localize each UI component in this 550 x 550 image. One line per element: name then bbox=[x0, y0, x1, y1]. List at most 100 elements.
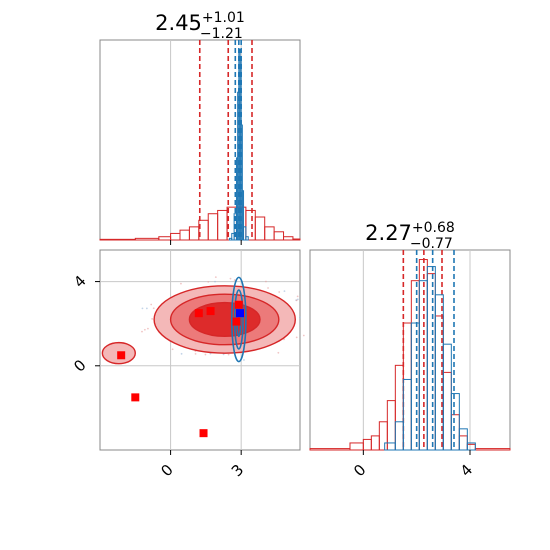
scatter-sample-39 bbox=[222, 353, 225, 356]
scatter-sample-70 bbox=[152, 307, 155, 310]
scatter-sample-55 bbox=[233, 279, 236, 281]
right-hist-series0-bin-12 bbox=[442, 371, 452, 451]
top-hist-series0-bin-15 bbox=[283, 236, 294, 241]
right-hist-series1-bin-8 bbox=[450, 393, 460, 451]
scatter-sample-19 bbox=[267, 287, 269, 289]
top-hist-series0-bin-0 bbox=[99, 238, 136, 241]
scatter-sample-25 bbox=[227, 353, 230, 356]
scatter-sample-87 bbox=[243, 359, 245, 361]
top-hist-series0-bin-8 bbox=[217, 209, 228, 241]
right-hist-title-lower: −0.77 bbox=[410, 236, 453, 252]
scatter-sample-69 bbox=[299, 316, 301, 319]
scatter-xtick-label-0: 0 bbox=[157, 461, 176, 480]
scatter-sample-53 bbox=[204, 353, 207, 356]
scatter-xtick-label-1: 3 bbox=[228, 461, 247, 480]
right-hist-series0-bin-15 bbox=[466, 443, 476, 451]
red-marker-4 bbox=[232, 317, 241, 326]
scatter-sample-81 bbox=[283, 290, 286, 293]
scatter-sample-71 bbox=[180, 282, 182, 285]
scatter-sample-79 bbox=[143, 328, 146, 331]
right-hist-series0-bin-10 bbox=[426, 273, 436, 451]
right-hist-xtick-label-1: 4 bbox=[457, 461, 476, 480]
red-marker-3 bbox=[206, 307, 215, 316]
top-hist-series0-bin-1 bbox=[134, 237, 160, 241]
right-hist-series0-bin-4 bbox=[378, 421, 388, 451]
top-hist-series0-bin-5 bbox=[188, 226, 200, 241]
scatter-sample-37 bbox=[277, 351, 280, 354]
top-hist-series0-bin-3 bbox=[170, 232, 181, 241]
scatter-sample-58 bbox=[147, 327, 149, 330]
top-hist-series0-bin-6 bbox=[198, 219, 209, 241]
right-hist-series0-bin-2 bbox=[362, 438, 372, 451]
right-hist-series1-bin-0 bbox=[384, 442, 396, 451]
top-hist-series0-bin-7 bbox=[207, 213, 219, 241]
right-hist-series0-bin-13 bbox=[450, 414, 460, 451]
top-hist-series0-bin-11 bbox=[245, 209, 256, 241]
scatter-ytick-label-0: 0 bbox=[70, 356, 89, 375]
red-marker-6 bbox=[199, 429, 208, 438]
right-hist-series0-bin-3 bbox=[370, 435, 380, 451]
scatter-sample-43 bbox=[194, 352, 197, 355]
right-hist-series1-bin-1 bbox=[394, 421, 404, 451]
right-hist-series1-bin-5 bbox=[426, 266, 436, 451]
right-hist-series0-bin-16 bbox=[474, 448, 511, 451]
scatter-sample-84 bbox=[141, 307, 144, 310]
top-hist-series0-bin-16 bbox=[292, 238, 301, 241]
right-hist-series0-bin-6 bbox=[394, 364, 404, 451]
right-hist-title: 2.27+0.68 bbox=[365, 220, 455, 245]
right-hist-title-value: 2.27 bbox=[365, 221, 412, 245]
scatter-sample-74 bbox=[295, 299, 298, 302]
top-hist-series0-bin-13 bbox=[264, 226, 275, 241]
red-marker-1 bbox=[131, 393, 140, 402]
red-marker-5 bbox=[234, 300, 243, 309]
top-hist-series0-bin-14 bbox=[273, 231, 285, 241]
top-hist-series0-bin-12 bbox=[254, 216, 266, 241]
scatter-sample-54 bbox=[180, 352, 183, 355]
right-hist-series1-bin-10 bbox=[466, 442, 476, 451]
right-hist-frame bbox=[309, 249, 511, 451]
top-hist-title-lower: −1.21 bbox=[200, 26, 243, 42]
scatter-sample-21 bbox=[296, 298, 299, 301]
right-hist-series0-bin-1 bbox=[349, 442, 364, 451]
right-hist-series0-bin-0 bbox=[309, 448, 351, 451]
top-hist-series1-bin-7 bbox=[240, 124, 243, 241]
right-hist-series1-bin-3 bbox=[410, 322, 420, 451]
scatter-sample-11 bbox=[302, 334, 305, 337]
top-hist-series1-bin-9 bbox=[243, 226, 247, 241]
right-hist-series0-bin-14 bbox=[458, 435, 468, 451]
top-hist-series1-bin-10 bbox=[245, 236, 249, 241]
red-marker-0 bbox=[117, 351, 126, 360]
scatter-sample-32 bbox=[150, 303, 153, 306]
top-hist-series1-bin-8 bbox=[241, 190, 245, 241]
scatter-sample-38 bbox=[295, 336, 298, 339]
scatter-sample-22 bbox=[229, 277, 232, 280]
blue-marker-0 bbox=[236, 309, 244, 318]
top-hist-title-value: 2.45 bbox=[155, 11, 202, 35]
scatter-sample-47 bbox=[296, 295, 299, 298]
scatter-sample-88 bbox=[141, 330, 143, 333]
scatter-sample-50 bbox=[278, 291, 281, 293]
scatter-sample-16 bbox=[265, 280, 267, 283]
top-hist-series0-bin-4 bbox=[179, 229, 190, 241]
right-hist-series1-bin-2 bbox=[402, 378, 412, 451]
right-hist-title-upper: +0.68 bbox=[412, 220, 455, 236]
right-hist-series1-bin-9 bbox=[458, 428, 468, 451]
right-hist-xtick-label-0: 0 bbox=[350, 461, 369, 480]
scatter-sample-89 bbox=[171, 348, 174, 351]
scatter-sample-48 bbox=[145, 307, 148, 310]
red-contour-2 bbox=[188, 301, 261, 338]
blue-contour-0 bbox=[230, 276, 247, 363]
scatter-sample-5 bbox=[207, 280, 210, 283]
right-hist-series0-bin-8 bbox=[410, 280, 420, 451]
top-hist-title: 2.45+1.01 bbox=[155, 10, 245, 35]
top-hist-series0-bin-2 bbox=[158, 236, 172, 241]
red-marker-2 bbox=[194, 309, 203, 318]
right-hist-series0-bin-7 bbox=[402, 322, 412, 451]
scatter-sample-44 bbox=[214, 276, 217, 278]
right-hist-series1-bin-7 bbox=[442, 343, 452, 451]
top-hist-title-upper: +1.01 bbox=[202, 10, 245, 26]
scatter-sample-36 bbox=[214, 280, 216, 283]
scatter-ytick-label-1: 4 bbox=[70, 272, 89, 291]
scatter-sample-86 bbox=[151, 318, 154, 320]
